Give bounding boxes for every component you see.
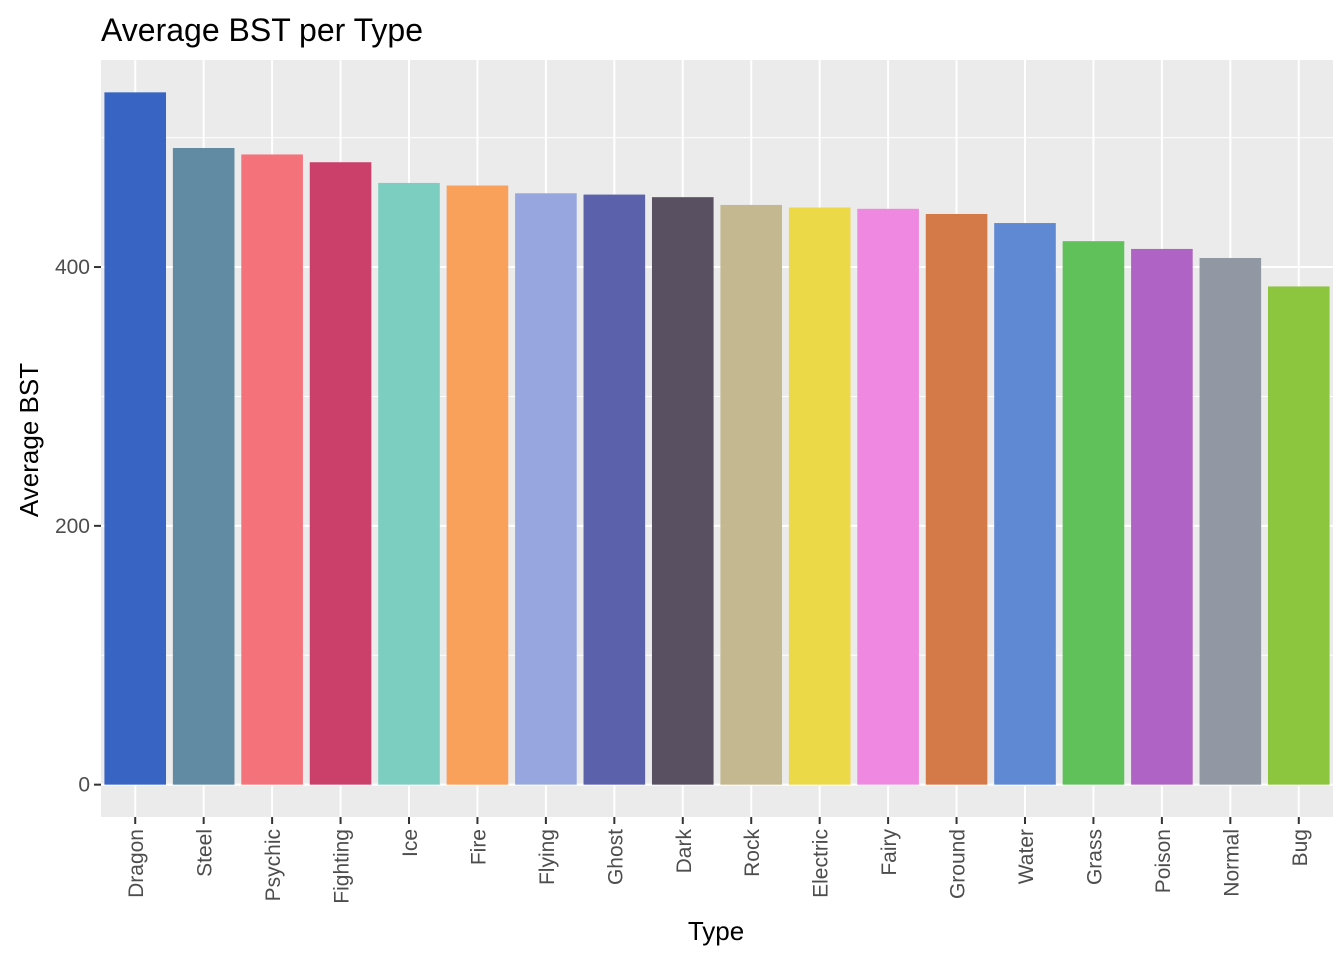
x-tick-label-psychic: Psychic — [262, 829, 285, 901]
bar-rock — [720, 204, 783, 785]
bar-flying — [515, 193, 577, 785]
y-axis-title: Average BST — [14, 363, 44, 517]
x-tick-label-rock: Rock — [741, 829, 764, 877]
bar-fire — [446, 185, 509, 785]
x-tick-label-ice: Ice — [399, 829, 422, 857]
grid-minor — [101, 137, 1333, 656]
y-tick-label: 400 — [55, 256, 90, 279]
y-tick-label: 200 — [55, 515, 90, 538]
x-tick-label-water: Water — [1015, 829, 1038, 884]
bar-ghost — [583, 194, 646, 785]
bar-steel — [172, 147, 235, 785]
bar-water — [994, 223, 1056, 785]
bar-dragon — [104, 92, 167, 785]
bar-ground — [925, 213, 988, 785]
bar-electric — [788, 207, 851, 785]
x-tick-label-ground: Ground — [947, 829, 970, 899]
x-axis-title: Type — [688, 916, 744, 946]
x-tick-label-ghost: Ghost — [604, 829, 627, 885]
y-tick-label: 0 — [78, 774, 90, 797]
chart-title: Average BST per Type — [101, 12, 423, 48]
x-tick-label-dark: Dark — [673, 829, 696, 874]
bar-psychic — [241, 154, 303, 785]
x-tick-label-fire: Fire — [467, 829, 490, 865]
x-tick-label-bug: Bug — [1289, 829, 1312, 866]
x-axis: Dragon Steel Psychic Fighting Ice Fire Flying G… — [125, 817, 1312, 904]
bar-grass — [1062, 241, 1125, 785]
bar-normal — [1199, 257, 1262, 785]
bar-fairy — [857, 208, 919, 785]
x-tick-label-poison: Poison — [1152, 829, 1175, 893]
bars — [104, 92, 1330, 785]
y-axis: 0 200 400 — [55, 256, 101, 797]
x-tick-label-flying: Flying — [536, 829, 559, 885]
x-tick-label-grass: Grass — [1083, 829, 1106, 885]
x-tick-label-steel: Steel — [194, 829, 217, 877]
bar-dark — [651, 197, 714, 785]
bar-poison — [1131, 248, 1193, 785]
bar-bug — [1267, 286, 1330, 785]
x-tick-label-normal: Normal — [1220, 829, 1243, 897]
x-tick-label-fighting: Fighting — [331, 829, 354, 904]
x-tick-label-dragon: Dragon — [125, 829, 148, 898]
x-tick-label-electric: Electric — [810, 829, 833, 898]
bar-ice — [378, 182, 440, 785]
x-tick-label-fairy: Fairy — [878, 829, 901, 876]
bar-fighting — [309, 162, 372, 785]
plot-panel — [101, 60, 1333, 817]
